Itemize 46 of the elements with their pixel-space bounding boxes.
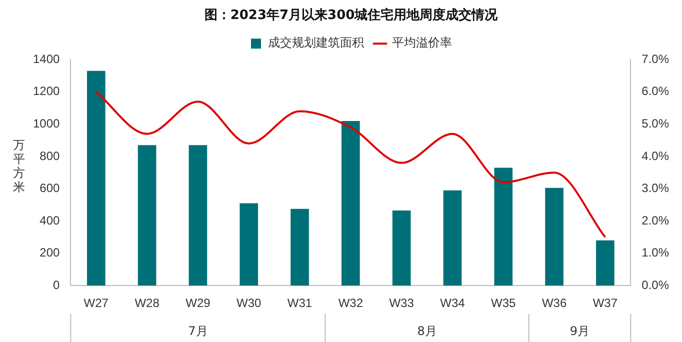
y-tick-label: 1000 (32, 116, 60, 130)
text: 9月 (570, 324, 590, 338)
y-tick-label: 400 (40, 213, 60, 228)
x-tick-label: W37 (592, 296, 618, 310)
y2-tick-label: 2.0% (642, 213, 670, 228)
y2-tick-label: 3.0% (642, 181, 670, 196)
x-tick-label: W33 (389, 296, 414, 310)
y2-tick-label: 5.0% (642, 116, 670, 130)
y-tick-label: 200 (40, 246, 60, 260)
bar (545, 188, 564, 286)
y2-tick-label: 1.0% (642, 246, 670, 260)
x-tick-label: W29 (186, 296, 211, 310)
y2-tick-label: 6.0% (642, 84, 670, 98)
x-tick-label: W32 (338, 296, 364, 310)
y-tick-label: 0 (53, 278, 60, 292)
x-tick-label: W31 (287, 296, 312, 310)
x-tick-label: W36 (542, 296, 567, 310)
x-tick-label: W27 (84, 296, 109, 310)
bar (86, 70, 106, 286)
bar (443, 190, 462, 286)
bar (290, 208, 309, 286)
y2-tick-label: 0.0% (642, 278, 670, 292)
bar (342, 120, 360, 286)
y-tick-label: 800 (40, 148, 60, 163)
bar (596, 240, 614, 286)
y-tick-label: 1200 (32, 84, 60, 98)
y-tick-label: 600 (40, 181, 60, 196)
x-tick-label: W28 (134, 296, 160, 310)
bar (392, 210, 411, 286)
y-tick-label: 1400 (32, 52, 60, 66)
line-series (95, 90, 606, 238)
y-axis-title: 万平方米 (12, 138, 26, 194)
bar (240, 203, 258, 286)
text: 7月 (188, 324, 208, 338)
text: 8月 (417, 324, 437, 338)
x-tick-label: W34 (440, 296, 466, 310)
legend-label: 成交规划建筑面积 (268, 36, 364, 50)
x-tick-label: W35 (491, 296, 516, 310)
y2-tick-label: 4.0% (642, 148, 670, 163)
bar (188, 145, 208, 286)
bar (494, 168, 513, 286)
legend-label: 平均溢价率 (392, 36, 452, 50)
chart-title: 图：2023年7月以来300城住宅用地周度成交情况 (204, 7, 499, 24)
x-tick-label: W30 (236, 296, 262, 310)
y2-tick-label: 7.0% (642, 52, 670, 66)
bar (138, 145, 156, 286)
